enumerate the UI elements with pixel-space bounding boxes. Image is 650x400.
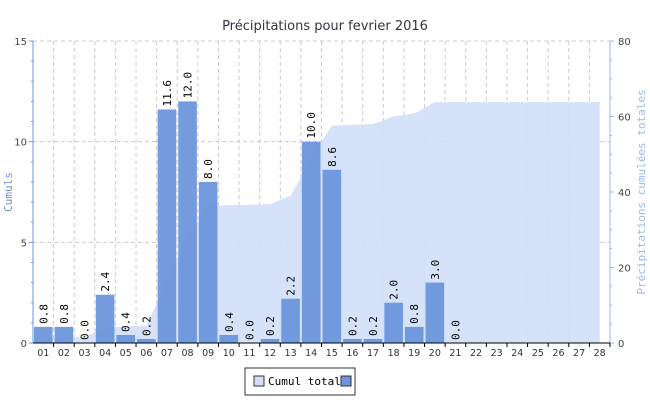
bar-15: [322, 169, 342, 343]
right-tick-label: 20: [618, 264, 631, 275]
bar-07: [157, 109, 177, 343]
bar-05: [116, 334, 136, 343]
data-label: 0.2: [346, 316, 359, 336]
x-tick-label: 19: [408, 348, 420, 359]
area-cumul-total: [43, 102, 600, 343]
bar-02: [54, 326, 74, 343]
x-tick-label: 11: [243, 348, 255, 359]
x-tick-label: 13: [285, 348, 297, 359]
legend-swatch-cumuls: [340, 375, 352, 387]
data-label: 10.0: [305, 112, 318, 139]
data-label: 0.8: [58, 304, 71, 324]
data-label: 0.8: [408, 304, 421, 324]
x-tick-label: 15: [326, 348, 338, 359]
chart-title: Précipitations pour fevrier 2016: [222, 19, 428, 34]
bar-20: [425, 282, 445, 343]
x-tick-label: 06: [140, 348, 152, 359]
data-label: 0.4: [223, 312, 236, 332]
left-tick-label: 5: [21, 238, 27, 249]
x-tick-label: 20: [429, 348, 441, 359]
x-tick-label: 23: [491, 348, 503, 359]
x-tick-label: 24: [511, 348, 523, 359]
bar-06: [137, 338, 156, 343]
data-label: 3.0: [429, 260, 442, 280]
right-tick-label: 60: [618, 113, 631, 124]
bar-08: [178, 101, 197, 344]
x-tick-label: 25: [532, 348, 544, 359]
data-label: 2.0: [388, 280, 401, 300]
x-tick-label: 17: [367, 348, 379, 359]
data-label: 11.6: [161, 80, 174, 107]
x-tick-label: 18: [388, 348, 400, 359]
bar-19: [404, 326, 424, 343]
x-tick-label: 14: [305, 348, 317, 359]
x-tick-label: 04: [99, 348, 111, 359]
legend-label-cumul-total: Cumul total: [268, 375, 341, 388]
x-tick-label: 27: [573, 348, 585, 359]
x-tick-label: 22: [470, 348, 482, 359]
x-tick-label: 26: [552, 348, 564, 359]
x-tick-label: 09: [202, 348, 214, 359]
bar-10: [219, 334, 239, 343]
x-tick-label: 07: [161, 348, 173, 359]
x-tick-label: 21: [449, 348, 461, 359]
data-label: 0.0: [79, 320, 92, 340]
left-axis-title: Cumuls: [2, 172, 15, 212]
bar-09: [198, 181, 218, 343]
left-tick-label: 10: [14, 138, 27, 149]
bar-16: [343, 338, 362, 343]
x-tick-label: 10: [223, 348, 235, 359]
data-label: 2.2: [285, 276, 298, 296]
right-tick-label: 40: [618, 188, 631, 199]
data-label: 8.6: [326, 147, 339, 167]
data-label: 8.0: [202, 159, 215, 179]
data-label: 0.0: [243, 320, 256, 340]
data-label: 0.0: [449, 320, 462, 340]
data-label: 0.4: [120, 312, 133, 332]
legend-swatch-cumul-total: [253, 375, 265, 387]
right-axis-title: Précipitations cumulées totales: [635, 89, 648, 294]
data-label: 0.2: [367, 316, 380, 336]
data-label: 0.8: [37, 304, 50, 324]
x-tick-label: 08: [182, 348, 194, 359]
x-tick-label: 05: [120, 348, 132, 359]
left-tick-label: 15: [14, 37, 27, 48]
right-tick-label: 80: [618, 37, 631, 48]
x-tick-label: 16: [346, 348, 358, 359]
x-tick-label: 12: [264, 348, 276, 359]
x-tick-label: 03: [78, 348, 90, 359]
data-label: 0.2: [140, 316, 153, 336]
data-label: 0.2: [264, 316, 277, 336]
bar-14: [301, 141, 321, 343]
x-tick-label: 01: [37, 348, 49, 359]
bar-18: [384, 302, 403, 343]
bar-17: [363, 338, 383, 343]
bar-04: [95, 294, 115, 343]
bar-13: [281, 298, 300, 343]
bar-12: [260, 338, 280, 343]
x-tick-label: 28: [594, 348, 606, 359]
data-label: 2.4: [99, 271, 112, 291]
bar-01: [34, 326, 53, 343]
data-label: 12.0: [182, 72, 195, 99]
left-tick-label: 0: [21, 339, 27, 350]
x-tick-label: 02: [58, 348, 70, 359]
right-tick-label: 0: [618, 339, 624, 350]
